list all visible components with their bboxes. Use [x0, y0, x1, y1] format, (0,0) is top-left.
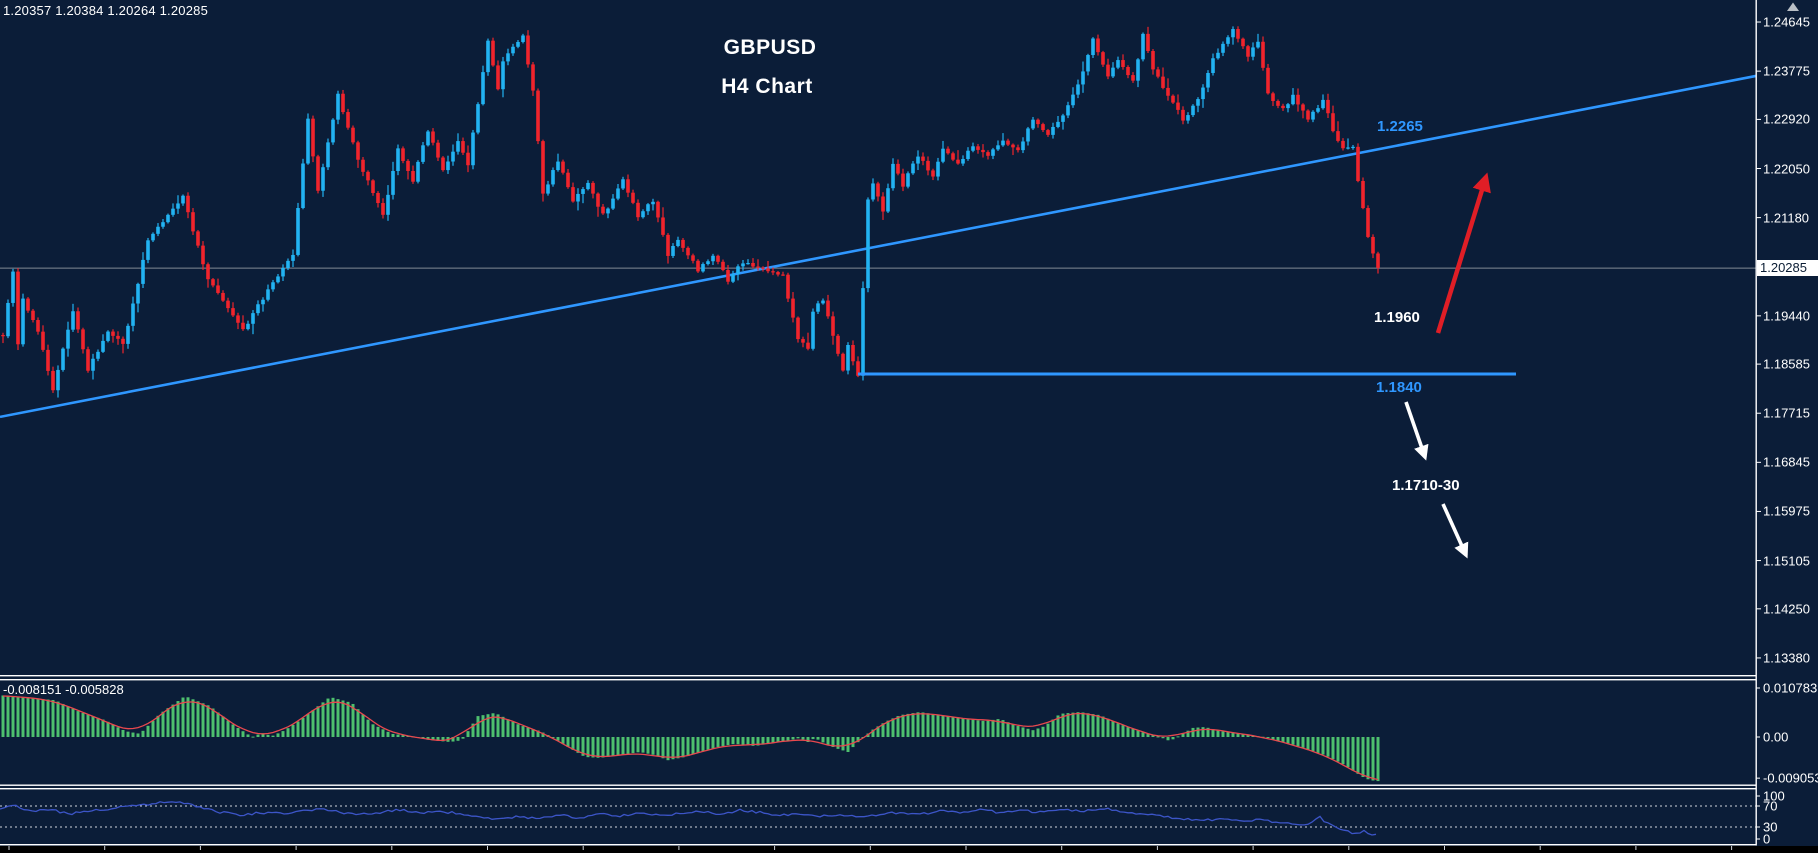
- current-price-tag: 1.20285: [1757, 260, 1818, 276]
- ohlc-quote: 1.20357 1.20384 1.20264 1.20285: [3, 3, 209, 18]
- oscillator-axis-label: 0: [1763, 831, 1771, 847]
- price-axis-label: 1.16845: [1763, 454, 1810, 470]
- oscillator-level-lines: [0, 805, 1756, 828]
- panel-borders: [0, 0, 1757, 846]
- price-axis-label: 1.15975: [1763, 503, 1810, 519]
- price-axis-label: 1.23775: [1763, 63, 1810, 79]
- oscillator-axis-label: 30: [1763, 819, 1778, 835]
- bullish-projection-arrow[interactable]: [1435, 172, 1491, 334]
- candlestick-series: [1, 26, 1380, 398]
- price-axis-label: 1.22050: [1763, 161, 1810, 176]
- chart-title-timeframe: H4 Chart: [721, 75, 813, 98]
- bearish-projection-arrow-2[interactable]: [1441, 503, 1469, 559]
- price-axis-label: 1.13380: [1763, 650, 1810, 666]
- price-axis-label: 1.21180: [1763, 210, 1810, 226]
- price-axis-label: 1.17715: [1763, 405, 1810, 421]
- macd-axis-label: 0.010783: [1763, 680, 1818, 696]
- projection-arrows[interactable]: [1404, 172, 1491, 559]
- price-axis-label: 1.15105: [1763, 553, 1810, 569]
- trendline[interactable]: [0, 74, 1757, 419]
- chart-shift-icon[interactable]: [1787, 2, 1799, 12]
- price-level-label[interactable]: 1.1960: [1374, 309, 1420, 326]
- macd-axis-label: 0.00: [1763, 729, 1789, 745]
- price-level-label[interactable]: 1.2265: [1377, 118, 1423, 135]
- price-axis-label: 1.24645: [1763, 14, 1810, 30]
- price-axis-label: 1.19440: [1763, 308, 1810, 324]
- axis-tick-marks: [1756, 21, 1761, 840]
- oscillator-axis-label: 100: [1763, 788, 1785, 804]
- price-axis-label: 1.22920: [1763, 111, 1810, 127]
- macd-histogram: [1, 695, 1380, 782]
- chart-title-symbol: GBPUSD: [723, 36, 817, 59]
- macd-indicator-values: -0.008151 -0.005828: [3, 682, 124, 697]
- bearish-projection-arrow-1[interactable]: [1404, 401, 1429, 461]
- macd-signal-line: [2, 695, 1379, 781]
- macd-axis-label: -0.009053: [1763, 770, 1818, 786]
- price-axis-label: 1.14250: [1763, 601, 1810, 617]
- oscillator-axis-label: 70: [1763, 798, 1778, 814]
- price-axis-label: 1.18585: [1763, 356, 1810, 372]
- stochastic-line: [0, 801, 1377, 836]
- price-level-label[interactable]: 1.1840: [1376, 379, 1422, 396]
- price-level-label[interactable]: 1.1710-30: [1392, 477, 1460, 494]
- time-axis[interactable]: [0, 846, 1818, 853]
